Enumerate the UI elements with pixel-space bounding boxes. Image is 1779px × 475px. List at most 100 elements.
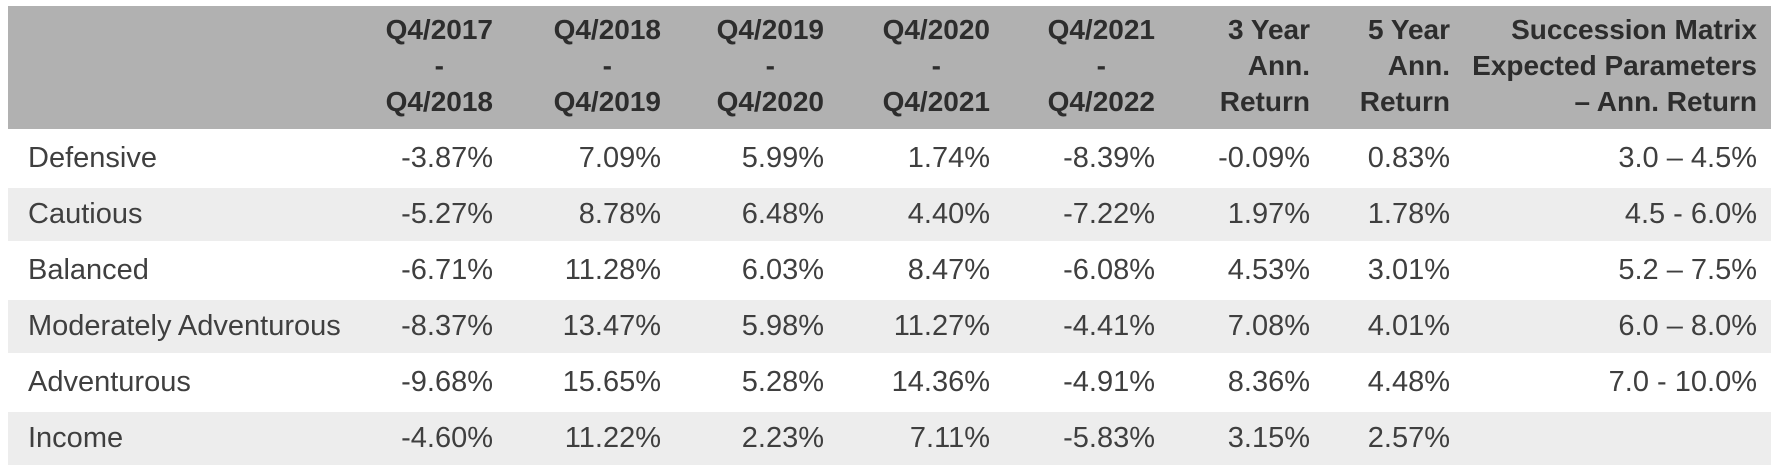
header-cell-period-3: Q4/2019 - Q4/2020 [661,6,824,132]
period-header-line: Q4/2021 [1047,14,1155,45]
period-header-line: Q4/2019 [716,14,824,45]
cell-value: -5.27% [338,186,493,244]
table-header-row: Q4/2017- Q4/2018 Q4/2018- Q4/2019 Q4/2019- Q4… [8,6,1771,132]
cell-value: -4.91% [990,354,1155,412]
cell-value: 4.40% [824,186,990,244]
row-label: Income [8,410,338,468]
cell-value: 5.99% [661,130,824,188]
period-header-block: Q4/2020 - Q4/2021 [883,12,990,120]
period-header-block: Q4/2018 - Q4/2019 [554,12,661,120]
period-header-line: Q4/2019 [553,86,661,117]
cell-value: -5.83% [990,410,1155,468]
cell-value: 1.74% [824,130,990,188]
cell-value: 1.97% [1155,186,1310,244]
header-cell-period-5: Q4/2021 - Q4/2022 [990,6,1155,132]
header-cell-period-1: Q4/2017 - Q4/2018 [338,6,493,132]
period-header-line: Q4/2017 [385,14,493,45]
period-header-block: Q4/2021 - Q4/2022 [1048,12,1155,120]
cell-value: 6.03% [661,242,824,300]
cell-value: 15.65% [493,354,661,412]
period-header-line: Q4/2020 [716,86,824,117]
header-cell-period-4: Q4/2020 - Q4/2021 [824,6,990,132]
cell-value: 4.5 - 6.0% [1450,186,1771,244]
row-label: Moderately Adventurous [8,298,341,356]
cell-value: 13.47% [493,298,661,356]
cell-value: 4.48% [1310,354,1450,412]
header-cell-5-year-ann-return: 5 Year Ann. Return [1310,6,1450,132]
header-cell-period-2: Q4/2018 - Q4/2019 [493,6,661,132]
period-header-line: Q4/2022 [1047,86,1155,117]
summary-header-line: 3 Year [1227,14,1310,45]
cell-value: 11.28% [493,242,661,300]
cell-value: -6.08% [990,242,1155,300]
summary-header-line: Ann. [1387,50,1450,81]
table-row: Adventurous -9.68% 15.65% 5.28% 14.36% -4.91%… [8,354,1771,412]
cell-value: -3.87% [338,130,493,188]
table-header: Q4/2017- Q4/2018 Q4/2018- Q4/2019 Q4/2019- Q4… [8,6,1771,132]
cell-value: 11.27% [824,298,990,356]
cell-value: 14.36% [824,354,990,412]
table-row: Moderately Adventurous -8.37% 13.47% 5.98% 1… [8,298,1771,356]
summary-header-line: Return [1219,86,1310,117]
cell-value: 3.0 – 4.5% [1450,130,1771,188]
cell-value: 11.22% [493,410,661,468]
table-row: Income -4.60% 11.22% 2.23% 7.11% -5.83% 3.15% 2… [8,410,1771,468]
cell-value: 5.28% [661,354,824,412]
period-header-line: Q4/2018 [385,86,493,117]
cell-value: -6.71% [338,242,493,300]
cell-value: 1.78% [1310,186,1450,244]
cell-value: 2.23% [661,410,824,468]
cell-value: 8.47% [824,242,990,300]
cell-value [1450,410,1771,468]
portfolio-returns-table: Q4/2017- Q4/2018 Q4/2018- Q4/2019 Q4/2019- Q4… [8,6,1771,468]
summary-header-line: Ann. [1247,50,1310,81]
period-header-line: - [602,50,612,81]
cell-value: 5.2 – 7.5% [1450,242,1771,300]
table-row: Defensive -3.87% 7.09% 5.99% 1.74% -8.39% -0.0… [8,130,1771,188]
cell-value: 4.53% [1155,242,1310,300]
cell-value: 7.11% [824,410,990,468]
cell-value: -8.37% [338,298,493,356]
cell-value: 3.01% [1310,242,1450,300]
cell-value: 0.83% [1310,130,1450,188]
row-label: Balanced [8,242,338,300]
summary-header-line: Return [1359,86,1450,117]
header-cell-row-labels [8,6,338,132]
period-header-line: - [765,50,775,81]
period-header-block: Q4/2017 - Q4/2018 [386,12,493,120]
period-header-line: Q4/2018 [553,14,661,45]
cell-value: 7.0 - 10.0% [1450,354,1771,412]
summary-header-line: Expected Parameters [1472,50,1757,81]
cell-value: 3.15% [1155,410,1310,468]
row-label: Cautious [8,186,338,244]
cell-value: 6.48% [661,186,824,244]
cell-value: -0.09% [1155,130,1310,188]
cell-value: 8.36% [1155,354,1310,412]
cell-value: 4.01% [1310,298,1450,356]
table-row: Cautious -5.27% 8.78% 6.48% 4.40% -7.22% 1.97%… [8,186,1771,244]
summary-header-line: – Ann. Return [1574,86,1757,117]
header-cell-succession-matrix-expected-parameters: Succession Matrix Expected Parameters – An… [1450,6,1771,132]
period-header-block: Q4/2019 - Q4/2020 [717,12,824,120]
summary-header-line: Succession Matrix [1511,14,1757,45]
table-row: Balanced -6.71% 11.28% 6.03% 8.47% -6.08% 4.53… [8,242,1771,300]
cell-value: -9.68% [338,354,493,412]
cell-value: -8.39% [990,130,1155,188]
cell-value: 6.0 – 8.0% [1450,298,1771,356]
cell-value: 2.57% [1310,410,1450,468]
cell-value: 7.09% [493,130,661,188]
period-header-line: Q4/2021 [882,86,990,117]
cell-value: -4.41% [990,298,1155,356]
cell-value: -4.60% [338,410,493,468]
table-body: Defensive -3.87% 7.09% 5.99% 1.74% -8.39% -0.0… [8,130,1771,468]
row-label: Adventurous [8,354,338,412]
cell-value: -7.22% [990,186,1155,244]
cell-value: 5.98% [661,298,824,356]
cell-value: 7.08% [1155,298,1310,356]
period-header-line: - [931,50,941,81]
summary-header-line: 5 Year [1367,14,1450,45]
period-header-line: - [1096,50,1106,81]
period-header-line: Q4/2020 [882,14,990,45]
header-cell-3-year-ann-return: 3 Year Ann. Return [1155,6,1310,132]
